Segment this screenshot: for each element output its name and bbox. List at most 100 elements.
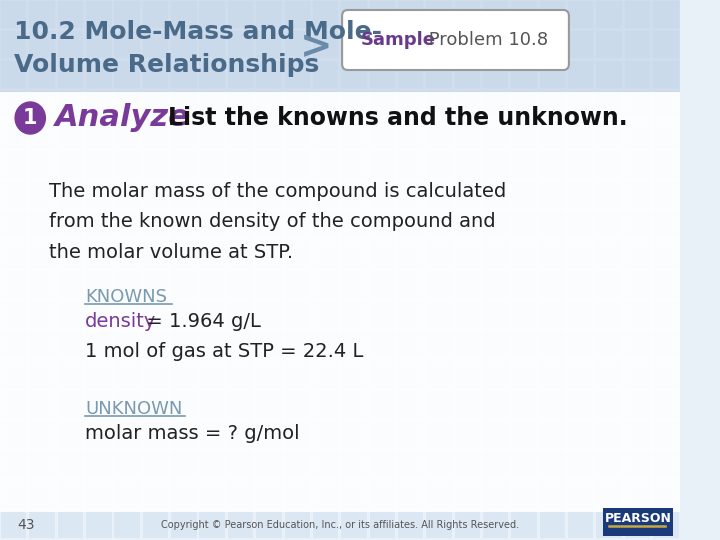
Bar <box>539 0 565 28</box>
Bar <box>255 90 282 118</box>
Bar <box>624 240 650 268</box>
Bar <box>652 510 678 538</box>
Bar <box>454 180 480 208</box>
Bar <box>170 450 197 478</box>
Bar <box>114 240 140 268</box>
Bar <box>426 180 451 208</box>
Bar <box>284 180 310 208</box>
Bar <box>482 240 508 268</box>
Bar <box>652 420 678 448</box>
Bar <box>227 450 253 478</box>
Bar <box>255 390 282 418</box>
Bar <box>284 240 310 268</box>
Bar <box>284 450 310 478</box>
Bar <box>28 360 55 388</box>
Bar <box>369 180 395 208</box>
Bar <box>482 0 508 28</box>
Bar <box>114 30 140 58</box>
Bar <box>341 510 366 538</box>
Bar <box>539 330 565 358</box>
Bar <box>85 240 112 268</box>
Bar <box>312 210 338 238</box>
Bar <box>341 300 366 328</box>
Bar <box>397 0 423 28</box>
Bar <box>170 30 197 58</box>
Bar <box>284 330 310 358</box>
Bar <box>255 240 282 268</box>
Bar <box>199 210 225 238</box>
Bar <box>255 150 282 178</box>
Bar <box>482 480 508 508</box>
Bar <box>397 150 423 178</box>
Bar <box>85 450 112 478</box>
Bar <box>57 420 84 448</box>
Bar <box>595 330 622 358</box>
Bar <box>624 330 650 358</box>
Bar <box>284 120 310 148</box>
Bar <box>624 30 650 58</box>
Bar <box>57 360 84 388</box>
Bar <box>142 180 168 208</box>
Bar <box>539 180 565 208</box>
Text: Volume Relationships: Volume Relationships <box>14 53 320 77</box>
Bar <box>397 300 423 328</box>
Bar <box>57 150 84 178</box>
Bar <box>199 510 225 538</box>
Bar <box>170 330 197 358</box>
Bar <box>312 30 338 58</box>
Bar <box>227 420 253 448</box>
Bar <box>624 390 650 418</box>
Bar <box>341 120 366 148</box>
Bar <box>114 180 140 208</box>
Bar <box>312 480 338 508</box>
Text: >: > <box>300 28 333 66</box>
Bar <box>142 300 168 328</box>
Bar <box>255 210 282 238</box>
Bar <box>567 0 593 28</box>
Bar <box>369 360 395 388</box>
Bar <box>510 300 537 328</box>
Bar <box>0 92 680 512</box>
Bar <box>142 240 168 268</box>
Bar <box>312 120 338 148</box>
Bar <box>624 180 650 208</box>
Bar <box>397 360 423 388</box>
Bar <box>199 390 225 418</box>
Bar <box>199 150 225 178</box>
Bar <box>57 270 84 298</box>
Bar <box>85 270 112 298</box>
Bar <box>57 390 84 418</box>
Bar <box>142 270 168 298</box>
Bar <box>595 240 622 268</box>
Bar <box>142 150 168 178</box>
Bar <box>454 120 480 148</box>
Bar <box>312 390 338 418</box>
Bar <box>28 90 55 118</box>
Bar <box>539 360 565 388</box>
Bar <box>170 480 197 508</box>
Bar <box>426 480 451 508</box>
Bar <box>227 120 253 148</box>
Bar <box>85 390 112 418</box>
Bar <box>369 0 395 28</box>
Bar <box>624 210 650 238</box>
Bar <box>85 90 112 118</box>
Text: 1 mol of gas at STP = 22.4 L: 1 mol of gas at STP = 22.4 L <box>85 342 364 361</box>
Bar <box>369 90 395 118</box>
Bar <box>28 390 55 418</box>
Bar <box>227 390 253 418</box>
Bar <box>0 150 27 178</box>
Bar <box>57 240 84 268</box>
Bar <box>0 270 27 298</box>
Bar <box>624 360 650 388</box>
Bar <box>482 510 508 538</box>
Bar <box>539 510 565 538</box>
Text: molar mass = ? g/mol: molar mass = ? g/mol <box>85 424 300 443</box>
Bar <box>199 120 225 148</box>
Bar <box>227 270 253 298</box>
Bar <box>0 210 27 238</box>
Bar <box>369 330 395 358</box>
Bar <box>142 120 168 148</box>
Bar <box>199 90 225 118</box>
Bar <box>397 240 423 268</box>
